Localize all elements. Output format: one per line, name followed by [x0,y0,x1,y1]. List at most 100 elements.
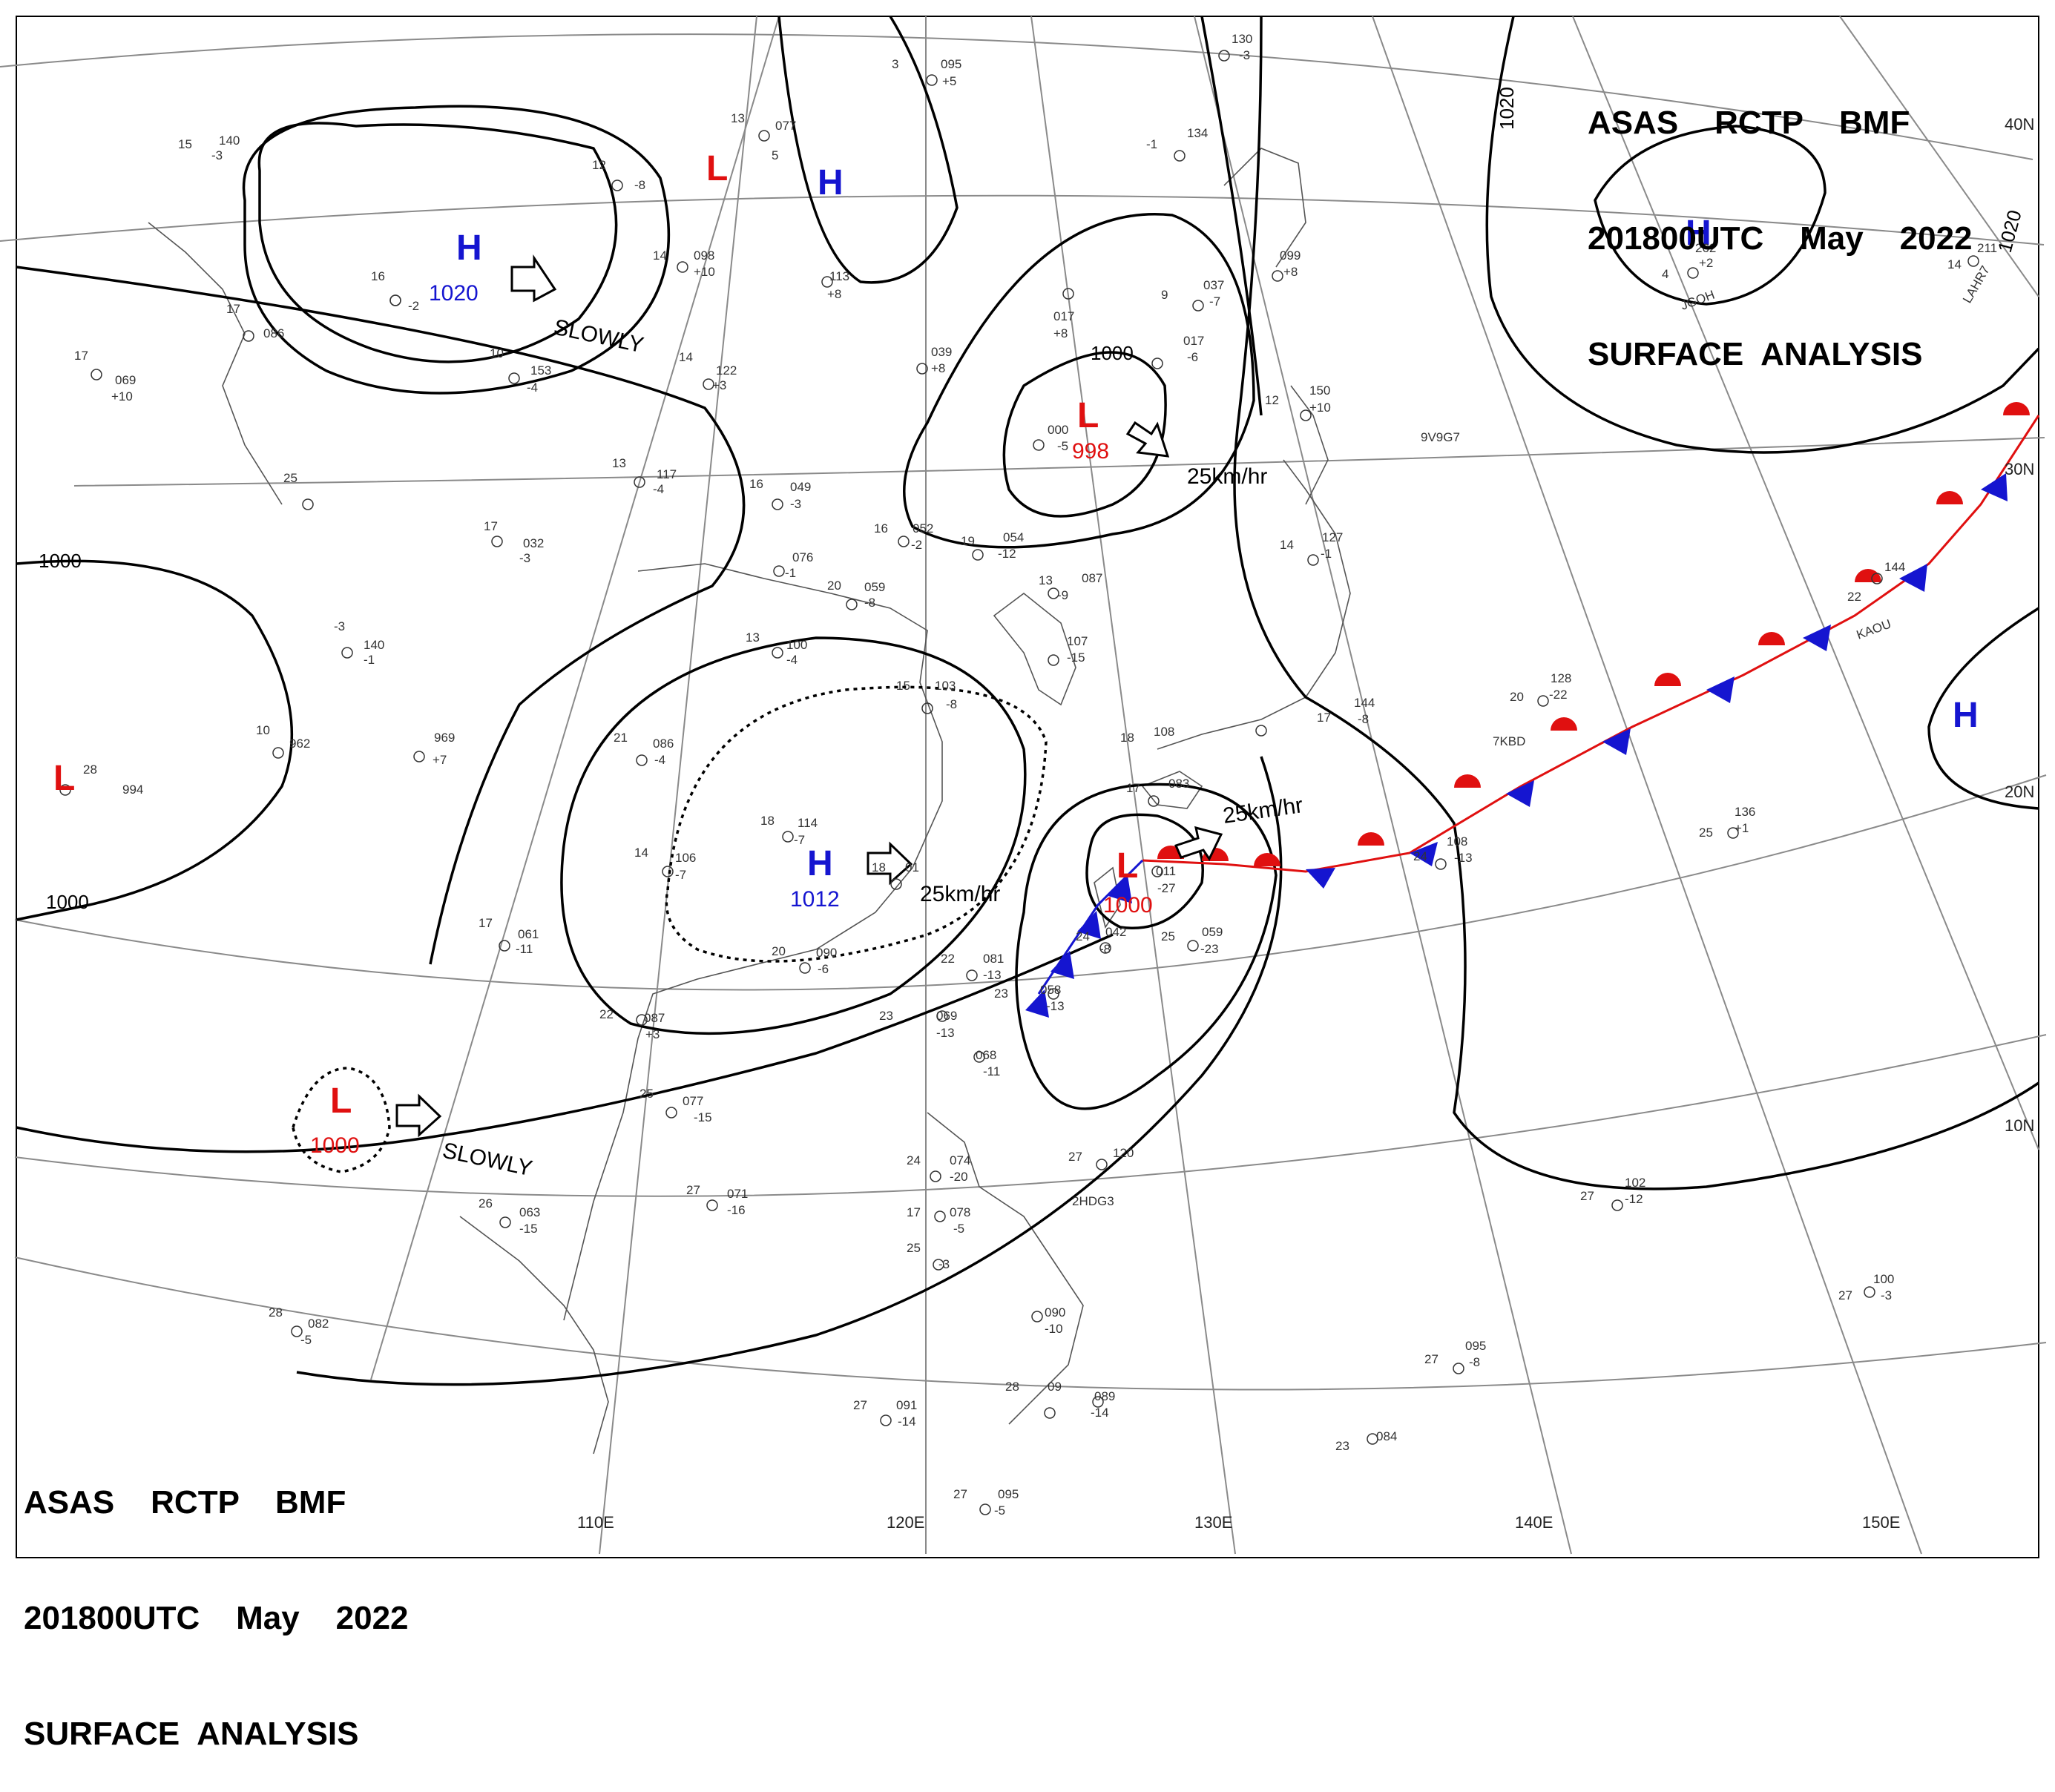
station-press: 042 [1105,925,1126,939]
station-tend: -22 [1549,688,1568,702]
station-temp: 17 [226,302,240,316]
station-press: 082 [308,1317,329,1331]
station-press: 083 [1168,777,1189,791]
latitude-label: 30N [2005,460,2034,478]
meridian-110e [599,16,757,1555]
high-pressure-symbol: H [456,228,482,268]
weather-map: 1020 1020 1000 1000 1000 H 1020 L H L 99… [0,16,2047,1558]
station-temp: 25 [1699,826,1713,840]
station-press: 077 [775,119,796,133]
station-tend: -7 [675,868,686,882]
station-temp: 12 [1265,393,1279,407]
station-press: 106 [675,851,696,865]
arrow-high-center [867,841,913,886]
isobar-label: 1020 [1496,87,1518,130]
station-press: 144 [1884,560,1905,574]
station-tend: +8 [931,361,945,375]
isobar-1020-ne [1485,16,2040,454]
station-press: 069 [936,1009,957,1023]
station-press: 063 [519,1205,540,1219]
station-tend: -11 [983,1064,1000,1078]
station-press: 117 [657,467,677,481]
station-press: 108 [1447,834,1467,849]
coast-hokkaido [1290,385,1329,505]
isobar-label: 1000 [39,550,82,572]
station-temp: 16 [371,269,385,283]
station-tend: -5 [953,1222,964,1236]
station-temp: 13 [1039,573,1053,587]
dotted-isobars [292,685,1048,1173]
station-press: 103 [935,679,956,693]
station-press: 153 [530,363,551,378]
station-tend: -14 [898,1414,916,1429]
station-tend: +8 [1283,265,1298,279]
station-tend: -6 [1187,350,1198,364]
station-press: 090 [1045,1305,1065,1320]
station-tend: -8 [864,596,875,610]
coast-philippines [927,1112,1084,1425]
station-press: 032 [523,536,544,550]
low-pressure-symbol: L [1077,396,1099,435]
station-press: 136 [1735,805,1755,819]
isobar-south-outer [296,756,1283,1386]
station-id: 2HDG3 [1072,1194,1114,1208]
station-temp: 17 [74,349,88,363]
station-tend: -8 [1099,942,1111,956]
parallel-40n-grid [0,194,2045,246]
station-id: 9V9G7 [1421,430,1460,444]
station-press: 084 [1376,1429,1397,1443]
station-press: 122 [716,363,737,378]
station-press: 011 [1156,864,1176,878]
coast-china [563,563,943,1321]
station-tend: -13 [1046,999,1065,1013]
station-press: 095 [1465,1339,1486,1353]
station-press: 037 [1203,278,1224,292]
station-tend: -14 [1091,1406,1109,1420]
coast-japan [1157,459,1351,750]
station-press: 000 [1048,423,1068,437]
isobar-1004-taiwan [1015,783,1278,1110]
isobar-1016-west [242,105,671,395]
station-temp: -1 [1146,137,1157,151]
isobar-north-high [777,16,959,284]
station-temp: -3 [334,619,345,633]
station-temp: 13 [612,456,626,470]
station-temp: 25 [1161,929,1175,943]
station-press: 061 [518,927,539,941]
station-temp: 18 [760,814,775,828]
station-press: 052 [913,521,933,536]
station-tend: -4 [654,753,665,767]
station-press: 107 [1067,634,1088,648]
header-line-title: SURFACE ANALYSIS [1588,336,1923,372]
station-temp: 22 [941,952,955,966]
front-line [1142,415,2040,873]
station-temp: 20 [1510,690,1524,704]
station-temp: 25 [639,1087,654,1101]
station-temp: 17 [484,519,498,533]
high-pressure-symbol: H [1953,696,1979,735]
station-tend: -15 [519,1222,538,1236]
high-pressure-value: 1012 [790,887,840,912]
station-temp: 24 [907,1153,921,1167]
station-press: 262 [1695,241,1716,255]
station-tend: -11 [516,942,533,956]
station-press: 095 [941,57,961,71]
longitude-label: 140E [1515,1513,1553,1532]
station-tend: -3 [1881,1288,1892,1302]
station-temp: 26 [479,1196,493,1210]
station-temp: 17 [1317,711,1331,725]
station-tend: -5 [994,1503,1005,1518]
coast-kyushu [1141,771,1203,809]
isobar-998-low-inner [1002,351,1167,518]
station-temp: 27 [1838,1288,1852,1302]
station-temp: 27 [686,1183,700,1197]
station-tend: -8 [634,178,645,192]
meridian-100e [370,16,780,1380]
station-tend: -8 [1358,712,1369,726]
station-temp: 14 [634,846,648,860]
low-pressure-value: 1000 [1103,893,1153,918]
station-temp: 24 [1076,929,1090,943]
station-press: 095 [998,1487,1019,1501]
station-press: 120 [1113,1146,1134,1160]
latitude-label: 10N [2005,1116,2034,1135]
